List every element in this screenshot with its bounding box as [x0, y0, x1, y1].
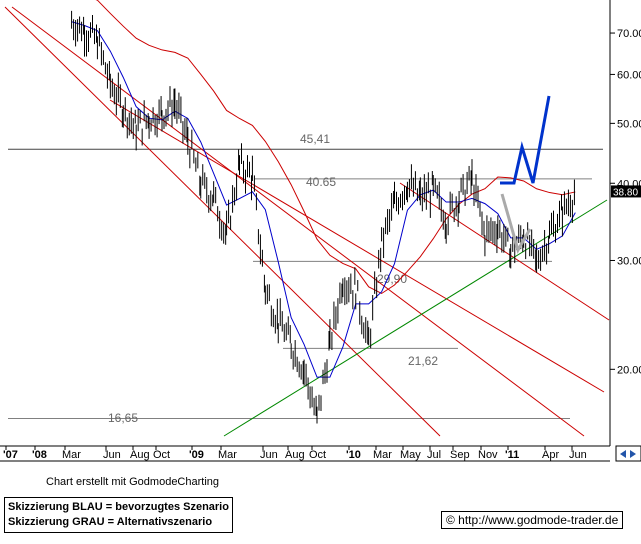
x-tick-label: Sep	[450, 449, 470, 461]
scenario-sketches	[500, 95, 551, 254]
x-tick-label: Aug	[130, 449, 150, 461]
x-tick-label: '10	[346, 449, 361, 461]
scroll-right-icon	[630, 450, 636, 458]
y-tick-label: 30.00	[617, 255, 641, 267]
trend-line-up	[223, 199, 608, 437]
horizontal-levels: 45,41 40.65 29,90 21,62 16,65	[8, 132, 603, 425]
x-tick-label: '08	[32, 449, 47, 461]
level-label: 45,41	[300, 132, 330, 146]
x-tick-label: Jun	[103, 449, 121, 461]
x-tick-label: Mar	[373, 449, 392, 461]
level-label: 21,62	[408, 354, 438, 368]
x-tick-label: Jul	[427, 449, 441, 461]
scenario-grey-sketch	[500, 193, 532, 254]
level-label: 16,65	[108, 411, 138, 425]
trend-line-down-1	[4, 6, 441, 437]
scenario-blue-sketch	[500, 95, 551, 185]
x-tick-label: Apr	[542, 449, 559, 461]
x-tick-label: Mar	[218, 449, 237, 461]
x-tick-label: Oct	[309, 449, 326, 461]
x-tick-label: '09	[189, 449, 204, 461]
source-link[interactable]: © http://www.godmode-trader.de	[441, 511, 624, 529]
axes: 70.0060.0050.0040.0030.0020.0038.80'07'0…	[0, 0, 641, 462]
last-price-label: 38.80	[613, 187, 638, 198]
chart-credit: Chart erstellt mit GodmodeCharting	[46, 476, 220, 488]
y-tick-label: 70.00	[617, 28, 641, 40]
x-tick-label: '11	[505, 449, 519, 461]
legend-blue: Skizzierung BLAU = bevorzugtes Szenario	[8, 501, 229, 513]
y-tick-label: 20.00	[617, 364, 641, 376]
y-tick-label: 60.00	[617, 69, 641, 81]
level-label: 29,90	[377, 272, 407, 286]
x-tick-label: Oct	[153, 449, 170, 461]
x-tick-label: May	[400, 449, 421, 461]
scroll-left-icon	[620, 450, 626, 458]
scroll-box	[615, 445, 641, 462]
x-tick-label: '07	[3, 449, 18, 461]
y-tick-label: 50.00	[617, 118, 641, 130]
scenario-legend: Skizzierung BLAU = bevorzugtes Szenario …	[4, 497, 233, 533]
last-price-tag	[611, 185, 641, 198]
x-tick-label: Nov	[478, 449, 498, 461]
trend-line-down-4	[399, 182, 610, 321]
level-label: 40.65	[306, 175, 336, 189]
x-tick-label: Aug	[285, 449, 305, 461]
x-tick-label: Jun	[569, 449, 587, 461]
legend-grey: Skizzierung GRAU = Alternativszenario	[8, 516, 213, 528]
ma-long-line	[95, 0, 576, 295]
x-tick-label: Mar	[62, 449, 81, 461]
price-bars	[71, 10, 575, 424]
x-tick-label: Jun	[260, 449, 278, 461]
